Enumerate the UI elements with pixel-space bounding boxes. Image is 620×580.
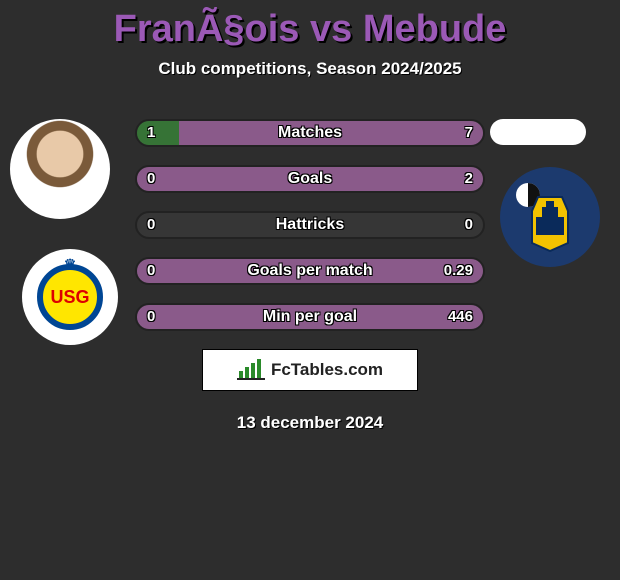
stat-label: Goals per match bbox=[137, 259, 483, 283]
subtitle: Club competitions, Season 2024/2025 bbox=[0, 59, 620, 79]
main-area: ♛ USG Matches17Goals02Hattricks00Goals p… bbox=[0, 119, 620, 331]
stat-value-left: 0 bbox=[147, 213, 155, 237]
stat-label: Goals bbox=[137, 167, 483, 191]
player-right-club-badge bbox=[500, 167, 600, 267]
brand-box: FcTables.com bbox=[202, 349, 418, 391]
player-left-avatar bbox=[10, 119, 110, 219]
brand-label: FcTables.com bbox=[271, 360, 383, 380]
stat-value-right: 446 bbox=[448, 305, 473, 329]
stat-label: Min per goal bbox=[137, 305, 483, 329]
stat-row: Hattricks0 0 bbox=[135, 211, 485, 239]
shield-icon bbox=[510, 177, 590, 257]
club-left-abbr: ♛ USG bbox=[37, 264, 103, 330]
crown-icon: ♛ bbox=[64, 256, 77, 273]
stat-value-right: 0 bbox=[465, 213, 473, 237]
stat-label: Matches bbox=[137, 121, 483, 145]
stat-value-left: 0 bbox=[147, 305, 155, 329]
date-label: 13 december 2024 bbox=[0, 413, 620, 433]
chart-icon bbox=[237, 359, 265, 381]
stat-row: Matches1 7 bbox=[135, 119, 485, 147]
stat-row: Goals0 2 bbox=[135, 165, 485, 193]
stat-value-right: 7 bbox=[465, 121, 473, 145]
stat-value-left: 0 bbox=[147, 259, 155, 283]
page-title: FranÃ§ois vs Mebude bbox=[0, 8, 620, 51]
stats-bars: Matches17Goals02Hattricks00Goals per mat… bbox=[135, 119, 485, 331]
stat-value-right: 0.29 bbox=[444, 259, 473, 283]
stat-value-left: 1 bbox=[147, 121, 155, 145]
player-left-club-badge: ♛ USG bbox=[22, 249, 118, 345]
stat-label: Hattricks bbox=[137, 213, 483, 237]
stat-row: Goals per match0 0.29 bbox=[135, 257, 485, 285]
stat-value-left: 0 bbox=[147, 167, 155, 191]
stat-row: Min per goal0 446 bbox=[135, 303, 485, 331]
player-right-avatar bbox=[490, 119, 586, 145]
stat-value-right: 2 bbox=[465, 167, 473, 191]
comparison-card: FranÃ§ois vs Mebude Club competitions, S… bbox=[0, 0, 620, 433]
